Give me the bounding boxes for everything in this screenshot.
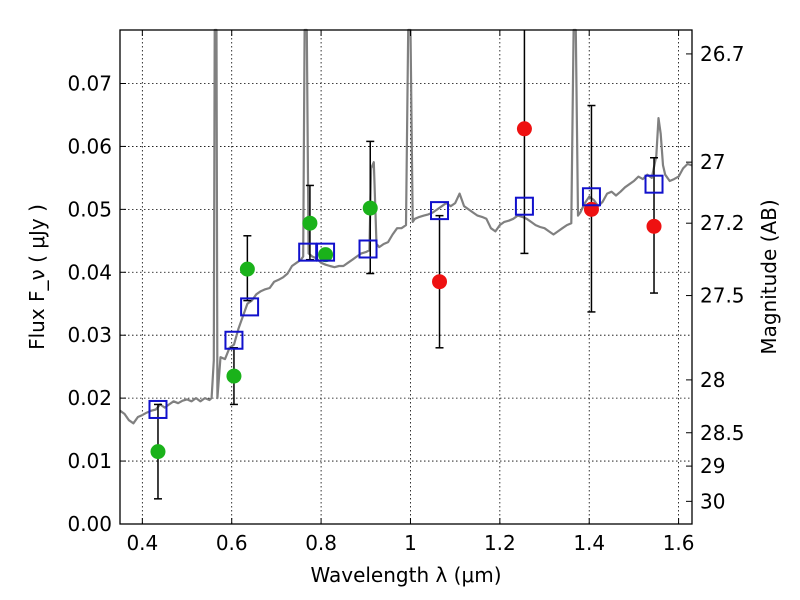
data-point-square (644, 174, 664, 194)
y-axis-label: Flux F_ν ( μJy ) (25, 204, 49, 350)
y-tick-label: 0.00 (67, 512, 112, 536)
data-point-circle (318, 247, 334, 263)
x-tick-label: 0.4 (126, 531, 158, 555)
spectrum-line (119, 28, 693, 425)
y-tick-label: 0.04 (67, 260, 112, 284)
y-tick-label: 0.01 (67, 449, 112, 473)
data-point-square (148, 399, 168, 419)
right-tick-label: 27 (700, 150, 725, 174)
right-axis: 26.7 27 27.2 27.5 28 28.5 29 30 (686, 42, 745, 513)
data-point-circle (583, 201, 599, 217)
x-tick-label: 1.2 (484, 531, 516, 555)
x-tick-label: 1.6 (663, 531, 695, 555)
y-tick-label: 0.06 (67, 134, 112, 158)
right-tick-label: 29 (700, 454, 725, 478)
y-tick-label: 0.07 (67, 71, 112, 95)
y-tick-label: 0.02 (67, 386, 112, 410)
right-tick-label: 30 (700, 489, 725, 513)
data-point-circle (239, 261, 255, 277)
right-tick-label: 27.5 (700, 284, 745, 308)
y-axis: 0.00 0.01 0.02 0.03 0.04 0.05 0.06 0.07 (67, 71, 126, 536)
x-tick-label: 1.4 (573, 531, 605, 555)
data-point-square (430, 201, 450, 221)
markers (148, 121, 664, 460)
data-point-square (316, 242, 336, 262)
right-tick-label: 27.2 (700, 211, 745, 235)
data-point-circle (516, 121, 532, 137)
data-point-circle (226, 368, 242, 384)
spectrum (119, 28, 693, 425)
y-tick-label: 0.05 (67, 197, 112, 221)
x-tick-label: 0.6 (216, 531, 248, 555)
grid (120, 30, 692, 525)
right-tick-label: 28 (700, 368, 725, 392)
x-tick-label: 0.8 (305, 531, 337, 555)
right-axis-label: Magnitude (AB) (757, 199, 781, 354)
right-tick-label: 28.5 (700, 421, 745, 445)
data-point-circle (432, 274, 448, 290)
x-axis-label: Wavelength λ (μm) (310, 563, 501, 587)
data-point-square (514, 196, 534, 216)
data-point-circle (302, 215, 318, 231)
error-bars (153, 30, 659, 500)
data-point-circle (646, 218, 662, 234)
x-tick-label: 1 (404, 531, 417, 555)
data-point-square (240, 297, 260, 317)
data-point-square (224, 330, 244, 350)
data-point-circle (150, 444, 166, 460)
plot-frame (119, 29, 693, 525)
right-tick-label: 26.7 (700, 42, 745, 66)
data-point-circle (362, 200, 378, 216)
data-point-square (581, 187, 601, 207)
y-tick-label: 0.03 (67, 323, 112, 347)
x-axis: 0.4 0.6 0.8 1 1.2 1.4 1.6 (126, 30, 695, 555)
data-point-square (358, 239, 378, 259)
